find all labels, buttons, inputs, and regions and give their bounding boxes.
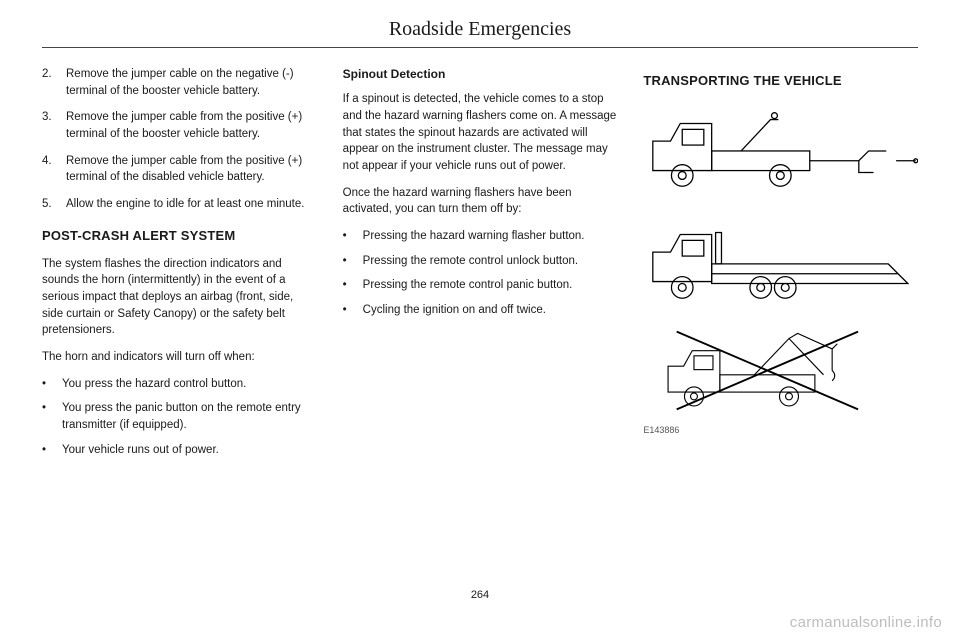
bullet-icon: • xyxy=(343,253,353,270)
header-divider xyxy=(42,47,918,48)
bullet-icon: • xyxy=(343,277,353,294)
step-number: 4. xyxy=(42,153,56,186)
step-text: Remove the jumper cable on the negative … xyxy=(66,66,317,99)
body-paragraph: If a spinout is detected, the vehicle co… xyxy=(343,91,618,174)
flasher-off-list: • Pressing the hazard warning flasher but… xyxy=(343,228,618,319)
body-paragraph: Once the hazard warning flashers have be… xyxy=(343,185,618,218)
list-item: 5. Allow the engine to idle for at least… xyxy=(42,196,317,213)
list-item: • Pressing the remote control unlock butt… xyxy=(343,253,618,270)
post-crash-heading: POST-CRASH ALERT SYSTEM xyxy=(42,227,317,246)
list-item: • Your vehicle runs out of power. xyxy=(42,442,317,459)
spinout-heading: Spinout Detection xyxy=(343,66,618,83)
page-title: Roadside Emergencies xyxy=(42,18,918,41)
flatbed-truck-icon xyxy=(643,212,918,307)
step-number: 2. xyxy=(42,66,56,99)
bullet-text: Cycling the ignition on and off twice. xyxy=(363,302,618,319)
tow-truck-hook-crossed-icon xyxy=(643,323,918,418)
bullet-icon: • xyxy=(343,302,353,319)
turnoff-conditions-list: • You press the hazard control button. • Y… xyxy=(42,376,317,459)
body-paragraph: The horn and indicators will turn off wh… xyxy=(42,349,317,366)
watermark-text: carmanualsonline.info xyxy=(790,614,942,631)
body-paragraph: The system flashes the direction indicat… xyxy=(42,256,317,339)
column-layout: 2. Remove the jumper cable on the negati… xyxy=(42,66,918,468)
bullet-icon: • xyxy=(343,228,353,245)
bullet-icon: • xyxy=(42,400,52,433)
list-item: • Pressing the remote control panic butto… xyxy=(343,277,618,294)
page-root: Roadside Emergencies 2. Remove the jumpe… xyxy=(0,0,960,643)
list-item: • You press the hazard control button. xyxy=(42,376,317,393)
step-text: Remove the jumper cable from the positiv… xyxy=(66,153,317,186)
step-text: Remove the jumper cable from the positiv… xyxy=(66,109,317,142)
list-item: 3. Remove the jumper cable from the posi… xyxy=(42,109,317,142)
bullet-text: Pressing the hazard warning flasher butt… xyxy=(363,228,618,245)
list-item: • You press the panic button on the remot… xyxy=(42,400,317,433)
bullet-text: You press the hazard control button. xyxy=(62,376,317,393)
column-2: Spinout Detection If a spinout is detect… xyxy=(343,66,618,468)
bullet-text: You press the panic button on the remote… xyxy=(62,400,317,433)
bullet-icon: • xyxy=(42,376,52,393)
bullet-icon: • xyxy=(42,442,52,459)
list-item: • Pressing the hazard warning flasher but… xyxy=(343,228,618,245)
step-number: 5. xyxy=(42,196,56,213)
tow-truck-wheel-lift-icon xyxy=(643,101,918,196)
list-item: 4. Remove the jumper cable from the posi… xyxy=(42,153,317,186)
transporting-heading: TRANSPORTING THE VEHICLE xyxy=(643,72,918,91)
page-number: 264 xyxy=(0,589,960,601)
towing-illustrations: E143886 xyxy=(643,101,918,437)
step-number: 3. xyxy=(42,109,56,142)
list-item: 2. Remove the jumper cable on the negati… xyxy=(42,66,317,99)
column-1: 2. Remove the jumper cable on the negati… xyxy=(42,66,317,468)
column-3: TRANSPORTING THE VEHICLE xyxy=(643,66,918,468)
bullet-text: Your vehicle runs out of power. xyxy=(62,442,317,459)
bullet-text: Pressing the remote control panic button… xyxy=(363,277,618,294)
list-item: • Cycling the ignition on and off twice. xyxy=(343,302,618,319)
bullet-text: Pressing the remote control unlock butto… xyxy=(363,253,618,270)
jumper-steps-list: 2. Remove the jumper cable on the negati… xyxy=(42,66,317,213)
step-text: Allow the engine to idle for at least on… xyxy=(66,196,317,213)
figure-label: E143886 xyxy=(643,424,918,437)
